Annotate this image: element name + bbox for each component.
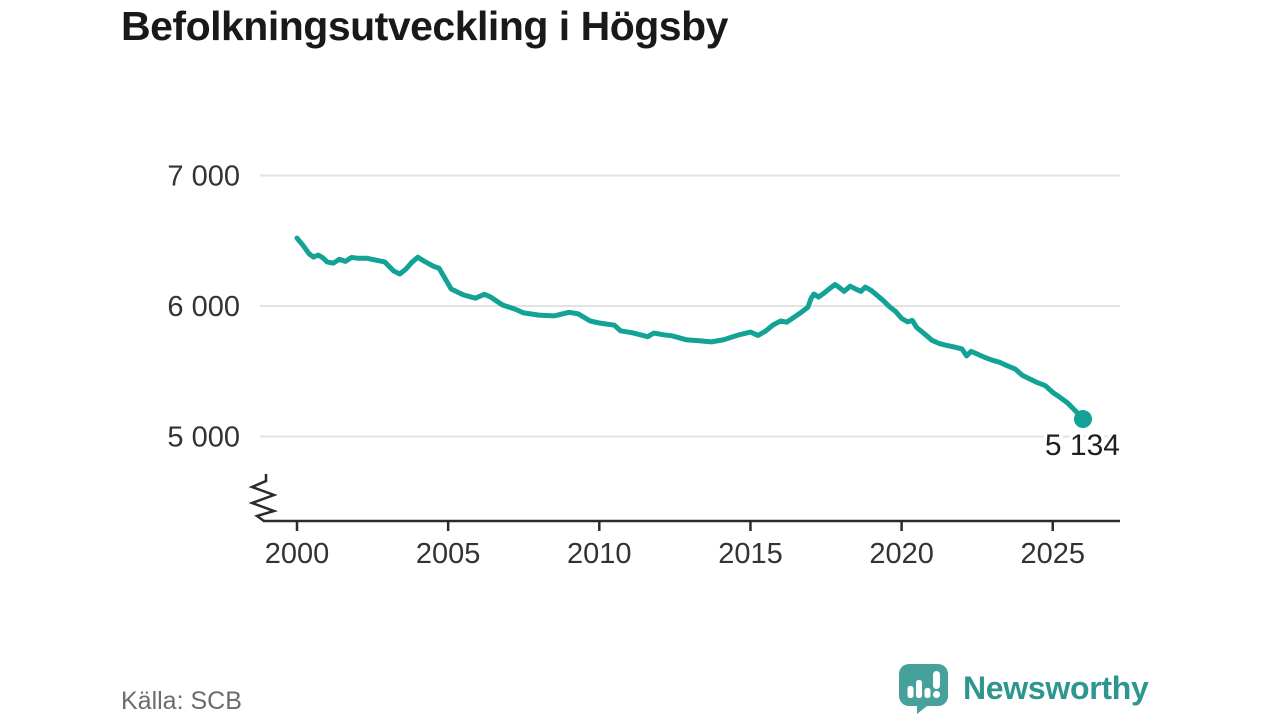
population-line: [294, 235, 1086, 422]
exclamation-dot: [932, 690, 941, 699]
speech-bubble-shape: [899, 664, 948, 714]
population-line-chart: 7 000 6 000 5 000 2000 2005 2010 2015 2020 2025 5…: [167, 160, 1120, 570]
newsworthy-logo-icon: [899, 664, 948, 714]
end-value-label: 5 134: [1045, 429, 1120, 462]
exclamation-bar: [933, 671, 940, 689]
newsworthy-logo[interactable]: Newsworthy: [897, 663, 1149, 714]
page-title: Befolkningsutveckling i Högsby: [121, 3, 728, 49]
line-chart-canvas: 7 000 6 000 5 000 2000 2005 2010 2015 2020 2025 5…: [167, 160, 1120, 570]
end-point-dot: [1073, 410, 1092, 429]
axis-break-icon: [248, 474, 279, 523]
bar-3: [924, 688, 931, 698]
y-axis-tick-label: 7 000: [167, 161, 240, 193]
x-axis-tick-label: 2025: [1020, 538, 1085, 570]
bar-1: [907, 686, 914, 698]
source-label: Källa: SCB: [121, 687, 242, 715]
bar-2: [916, 680, 922, 698]
x-axis-tick-label: 2005: [416, 538, 481, 570]
y-axis-tick-label: 6 000: [167, 291, 240, 323]
y-axis-tick-label: 5 000: [167, 422, 240, 454]
x-axis-tick-label: 2000: [265, 538, 330, 570]
x-axis-tick-label: 2010: [567, 538, 632, 570]
newsworthy-logo-text: Newsworthy: [963, 670, 1149, 706]
x-axis-tick-label: 2020: [869, 538, 934, 570]
x-axis-tick-label: 2015: [718, 538, 783, 570]
